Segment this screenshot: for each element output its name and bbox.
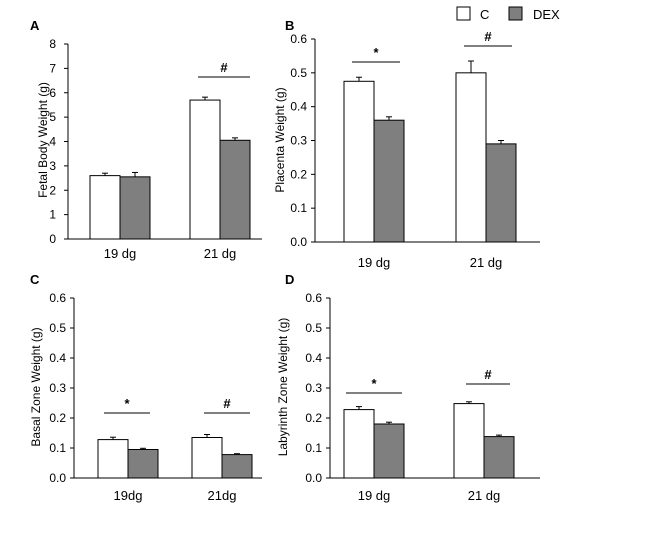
panel-label: C (30, 272, 40, 287)
panel-d: D Labyrinth Zone Weight (g) 0.0 0.1 0.2 0.3… (276, 272, 540, 503)
y-tick-label: 3 (49, 159, 56, 173)
significance-marker: # (220, 60, 228, 75)
legend-label-c: C (480, 7, 489, 22)
panel-a: A Fetal Body Weight (g) 0 1 2 3 4 5 6 7 8 19 dg 21… (30, 18, 262, 261)
y-tick-label: 0.2 (290, 167, 307, 181)
legend: C DEX (456, 6, 560, 22)
y-tick-label: 5 (49, 110, 56, 124)
bar-dex-0 (119, 176, 151, 240)
y-tick-label: 0.5 (305, 321, 322, 335)
significance-marker: * (373, 45, 379, 60)
significance-marker: # (223, 396, 231, 411)
bar-dex-1 (219, 139, 251, 240)
y-tick-label: 0.0 (290, 235, 307, 249)
significance-marker: * (124, 396, 130, 411)
x-category-label: 19 dg (358, 255, 391, 270)
y-axis-label: Fetal Body Weight (g) (36, 82, 50, 198)
bar-c-1 (455, 72, 487, 243)
x-category-label: 19dg (114, 488, 143, 503)
y-tick-label: 0.2 (305, 411, 322, 425)
x-category-label: 19 dg (358, 488, 391, 503)
significance-marker: * (371, 376, 377, 391)
y-tick-label: 0.6 (305, 291, 322, 305)
y-tick-label: 4 (49, 135, 56, 149)
x-category-label: 21 dg (468, 488, 501, 503)
legend-swatch-dex (508, 6, 523, 21)
y-tick-label: 0.5 (49, 321, 66, 335)
bar-dex-1 (485, 143, 517, 243)
y-tick-label: 0.0 (49, 471, 66, 485)
bar-c-1 (453, 403, 485, 479)
panel-label: A (30, 18, 40, 33)
y-tick-label: 0.3 (49, 381, 66, 395)
y-tick-label: 0.3 (290, 134, 307, 148)
legend-swatch-c (456, 6, 471, 21)
bar-c-0 (343, 409, 375, 479)
panel-label: D (285, 272, 294, 287)
y-tick-label: 1 (49, 208, 56, 222)
bar-c-0 (97, 439, 129, 479)
bar-c-0 (89, 175, 121, 240)
y-tick-label: 0.1 (305, 441, 322, 455)
bar-dex-1 (221, 454, 253, 479)
y-tick-label: 0.5 (290, 66, 307, 80)
significance-marker: # (484, 29, 492, 44)
bar-dex-0 (127, 449, 159, 479)
y-axis-label: Placenta Weight (g) (273, 87, 287, 192)
bar-dex-0 (373, 423, 405, 479)
y-tick-label: 0.1 (49, 441, 66, 455)
y-tick-label: 0.6 (290, 32, 307, 46)
legend-label-dex: DEX (533, 7, 560, 22)
x-category-label: 21 dg (204, 246, 237, 261)
y-tick-label: 2 (49, 183, 56, 197)
y-tick-label: 0.0 (305, 471, 322, 485)
y-tick-label: 0 (49, 232, 56, 246)
bar-c-1 (189, 99, 221, 240)
y-tick-label: 0.4 (305, 351, 322, 365)
panel-b: B Placenta Weight (g) 0.0 0.1 0.2 0.3 0.4 0.5… (273, 18, 540, 270)
y-axis-label: Labyrinth Zone Weight (g) (276, 318, 290, 457)
bar-c-0 (343, 80, 375, 243)
y-tick-label: 0.2 (49, 411, 66, 425)
y-tick-label: 0.3 (305, 381, 322, 395)
y-axis-label: Basal Zone Weight (g) (29, 327, 43, 446)
y-tick-label: 0.6 (49, 291, 66, 305)
x-category-label: 21dg (208, 488, 237, 503)
y-tick-label: 7 (49, 61, 56, 75)
panel-label: B (285, 18, 294, 33)
y-tick-label: 8 (49, 37, 56, 51)
y-tick-label: 0.4 (290, 100, 307, 114)
x-category-label: 19 dg (104, 246, 137, 261)
bar-dex-1 (483, 436, 515, 479)
significance-marker: # (484, 367, 492, 382)
bar-c-1 (191, 437, 223, 479)
x-category-label: 21 dg (470, 255, 503, 270)
panel-c: C Basal Zone Weight (g) 0.0 0.1 0.2 0.3 0.4 0… (29, 272, 262, 503)
bar-dex-0 (373, 119, 405, 243)
y-tick-label: 0.1 (290, 201, 307, 215)
y-tick-label: 6 (49, 86, 56, 100)
y-tick-label: 0.4 (49, 351, 66, 365)
